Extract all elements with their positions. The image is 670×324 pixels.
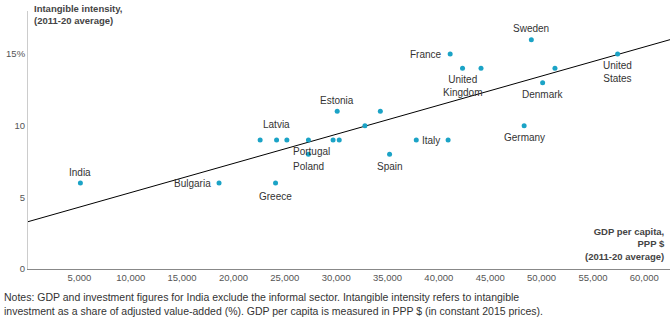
svg-text:50,000: 50,000 (527, 272, 556, 283)
svg-text:Bulgaria: Bulgaria (174, 178, 211, 189)
svg-text:UnitedStates: UnitedStates (603, 60, 632, 84)
svg-text:0: 0 (20, 263, 25, 274)
svg-text:25,000: 25,000 (270, 272, 299, 283)
svg-text:India: India (69, 167, 91, 178)
svg-text:55,000: 55,000 (578, 272, 607, 283)
svg-text:France: France (410, 49, 442, 60)
svg-text:15%: 15% (6, 48, 26, 59)
svg-text:Spain: Spain (377, 161, 403, 172)
svg-text:Poland: Poland (293, 161, 324, 172)
svg-text:Greece: Greece (259, 191, 292, 202)
svg-text:30,000: 30,000 (322, 272, 351, 283)
svg-text:15,000: 15,000 (168, 272, 197, 283)
svg-text:Intangible intensity,(2011-20: Intangible intensity,(2011-20 average) (34, 3, 123, 26)
svg-text:Sweden: Sweden (513, 23, 549, 34)
svg-text:UnitedKingdom: UnitedKingdom (443, 74, 482, 98)
svg-text:20,000: 20,000 (219, 272, 248, 283)
svg-text:10,000: 10,000 (116, 272, 145, 283)
svg-text:Estonia: Estonia (320, 95, 354, 106)
svg-text:Germany: Germany (504, 132, 545, 143)
svg-text:40,000: 40,000 (424, 272, 453, 283)
svg-text:35,000: 35,000 (373, 272, 402, 283)
svg-text:Latvia: Latvia (263, 119, 290, 130)
svg-text:10: 10 (15, 120, 26, 131)
svg-text:Notes: GDP and investment figu: Notes: GDP and investment figures for In… (4, 291, 543, 317)
svg-text:GDP per capita,PPP $(2011-20 a: GDP per capita,PPP $(2011-20 average) (585, 226, 665, 262)
svg-text:Denmark: Denmark (522, 89, 564, 100)
svg-text:Portugal: Portugal (293, 146, 330, 157)
svg-text:45,000: 45,000 (476, 272, 505, 283)
svg-text:5: 5 (20, 192, 25, 203)
svg-text:60,000: 60,000 (630, 272, 659, 283)
svg-text:5,000: 5,000 (67, 272, 91, 283)
svg-text:Italy: Italy (422, 135, 440, 146)
